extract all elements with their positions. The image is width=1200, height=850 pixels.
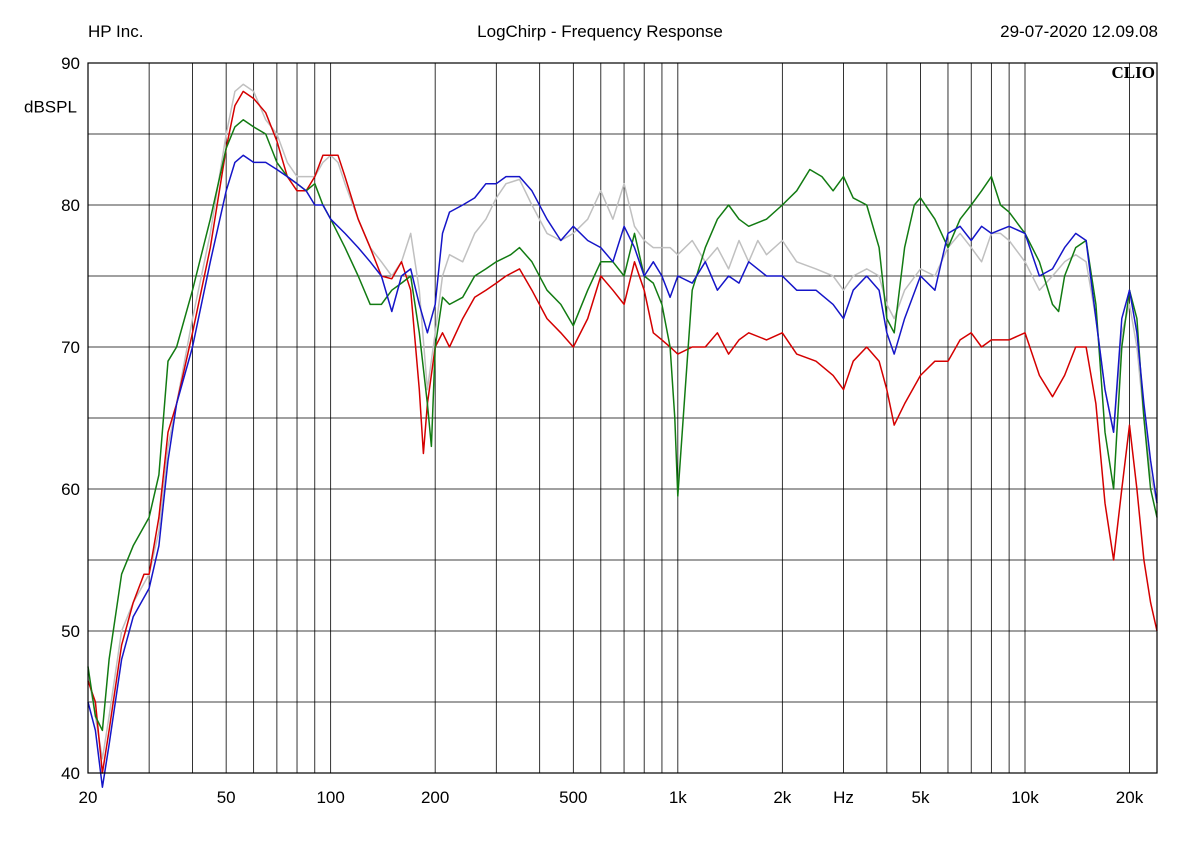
- x-tick-label: 200: [421, 788, 449, 807]
- plot-frame: [87, 62, 1158, 774]
- y-tick-label: 50: [61, 622, 80, 641]
- x-tick-label: 500: [559, 788, 587, 807]
- x-tick-label: 5k: [912, 788, 930, 807]
- y-tick-label: 70: [61, 338, 80, 357]
- tick-labels: 20 50 100 200 500 1k 2k Hz 5k 10k 20k 90 80 70 60 50 40: [61, 54, 1144, 807]
- header-company: HP Inc.: [88, 22, 144, 41]
- header-timestamp: 29-07-2020 12.09.08: [1000, 22, 1158, 41]
- x-tick-label: 100: [316, 788, 344, 807]
- x-tick-label: 1k: [669, 788, 687, 807]
- x-tick-label: 2k: [773, 788, 791, 807]
- series-line-2: [87, 90, 1158, 774]
- x-tick-label: 20k: [1116, 788, 1144, 807]
- series-group: [87, 83, 1158, 788]
- x-tick-label: 20: [79, 788, 98, 807]
- series-line-1: [87, 83, 1158, 760]
- y-tick-label: 90: [61, 54, 80, 73]
- y-tick-label: 60: [61, 480, 80, 499]
- y-axis-label: dBSPL: [24, 98, 77, 117]
- chart-title: LogChirp - Frequency Response: [477, 22, 723, 41]
- clio-logo: CLIO: [1112, 63, 1155, 82]
- series-line-3: [87, 119, 1158, 732]
- grid: [88, 63, 1157, 773]
- x-tick-label: 50: [217, 788, 236, 807]
- x-tick-label: 10k: [1011, 788, 1039, 807]
- y-tick-label: 40: [61, 764, 80, 783]
- series-line-4: [87, 154, 1158, 788]
- y-tick-label: 80: [61, 196, 80, 215]
- x-tick-label: Hz: [833, 788, 854, 807]
